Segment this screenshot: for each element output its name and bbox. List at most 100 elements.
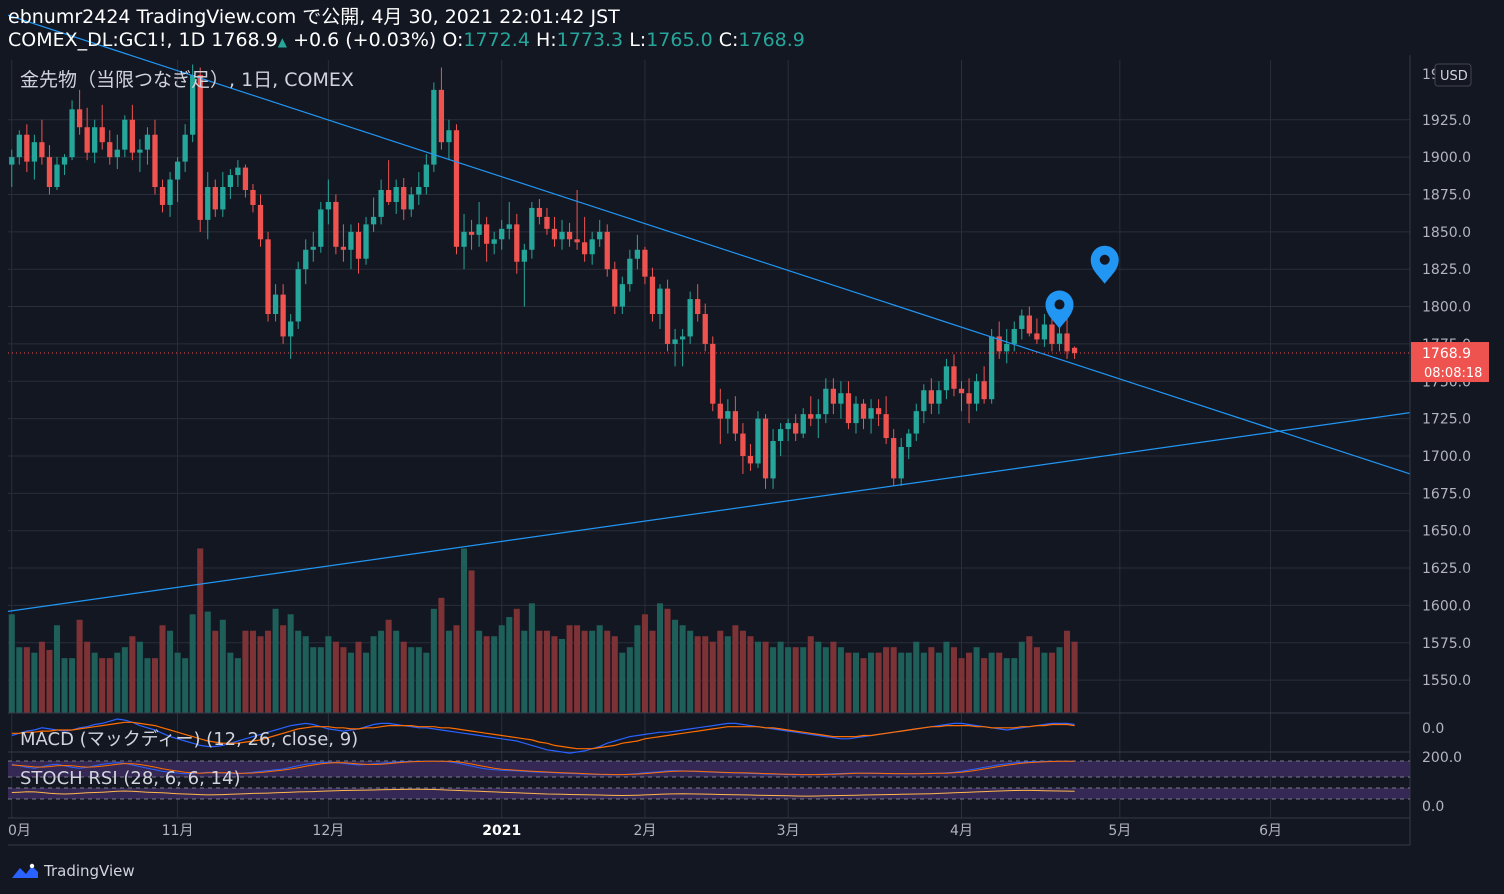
volume-bar <box>385 619 392 713</box>
volume-bar <box>950 647 957 713</box>
volume-bar <box>815 641 822 713</box>
candle-body <box>898 447 904 479</box>
volume-bar <box>702 636 709 713</box>
candle-body <box>702 314 708 344</box>
volume-bar <box>498 625 505 713</box>
price-tick-label: 1725.0 <box>1422 412 1471 428</box>
price-tick-label: 1800.0 <box>1422 300 1471 316</box>
candle-body <box>295 269 301 322</box>
volume-bar <box>355 641 362 713</box>
candle-body <box>272 294 279 315</box>
volume-bar <box>76 619 83 713</box>
time-tick-label: 2021 <box>482 823 521 839</box>
volume-bar <box>461 548 468 713</box>
volume-bar <box>1048 652 1055 713</box>
volume-bar <box>770 647 777 713</box>
volume-bar <box>604 630 611 713</box>
time-tick-label: 0月 <box>8 823 31 839</box>
candle-body <box>152 134 158 188</box>
markers[interactable] <box>1045 245 1119 329</box>
volume-bar <box>506 617 513 713</box>
trendlines[interactable] <box>7 14 1411 612</box>
candle-body <box>265 239 271 315</box>
candle-body <box>190 74 196 135</box>
last-price-badge <box>1411 342 1489 383</box>
volume-bar <box>167 630 174 713</box>
price-axis[interactable]: 1925.01900.01875.01850.01825.01800.01775… <box>1411 63 1489 815</box>
candle-body <box>1049 324 1055 344</box>
candle-body <box>770 441 776 479</box>
volume-bar <box>559 638 566 713</box>
volume-bar <box>513 608 520 713</box>
candle-body <box>672 339 678 344</box>
candle-body <box>129 119 136 153</box>
candle-body <box>860 403 867 419</box>
volume-bar <box>340 647 347 713</box>
volume-bar <box>1026 636 1033 713</box>
currency-badge <box>1434 63 1472 87</box>
macd-pane[interactable] <box>11 718 1075 754</box>
candle-body <box>725 411 731 419</box>
tradingview-logo[interactable]: TradingView <box>10 860 135 882</box>
candle-body <box>514 224 520 262</box>
volume-bar <box>370 636 377 713</box>
candle-body <box>762 418 769 479</box>
volume-bar <box>875 652 882 713</box>
candle-body <box>657 288 663 315</box>
candle-body <box>393 187 399 202</box>
volume-bar <box>837 647 844 713</box>
volume-bar <box>378 630 385 713</box>
candle-body <box>943 366 950 391</box>
candle-body <box>574 239 580 243</box>
volume-bar <box>347 652 354 713</box>
volume-bar <box>445 630 452 713</box>
time-axis[interactable]: 0月 11月 12月 2021 2月 3月 4月 5月 6月 <box>8 823 1282 839</box>
volume-bar <box>611 636 618 713</box>
candle-body <box>1026 315 1032 334</box>
price-tick-label: 1700.0 <box>1422 449 1471 465</box>
volume-bar <box>996 652 1003 713</box>
candle-body <box>431 89 437 165</box>
candle-body <box>777 429 784 442</box>
volume-bar <box>242 630 249 713</box>
open-label: O: <box>442 29 464 51</box>
price-tick-label: 1650.0 <box>1422 524 1471 540</box>
candle-body <box>868 408 874 419</box>
candle-body <box>597 231 603 240</box>
volume-bar <box>1071 641 1078 713</box>
volume-bar <box>106 658 113 713</box>
candle-body <box>408 194 414 210</box>
volume-bar <box>536 630 543 713</box>
candle-body <box>182 134 188 162</box>
candle-body <box>958 388 965 394</box>
candle-body <box>318 209 324 247</box>
volume-bar <box>807 636 814 713</box>
volume-bar <box>905 652 912 713</box>
volume-bar <box>626 647 633 713</box>
candlesticks <box>8 64 1410 489</box>
volume-bar <box>159 625 166 713</box>
volume-bar <box>204 611 211 713</box>
volume-bar <box>265 630 272 713</box>
candle-body <box>559 231 565 240</box>
candle-body <box>167 179 173 205</box>
price-tick-label: 1600.0 <box>1422 598 1471 614</box>
volume-bar <box>762 641 769 713</box>
volume-bar <box>476 630 483 713</box>
candle-body <box>785 423 791 430</box>
time-tick-label: 3月 <box>777 823 800 839</box>
candle-body <box>453 130 460 247</box>
volume-bar <box>664 608 671 713</box>
candle-body <box>529 207 535 250</box>
price-tick-label: 1900.0 <box>1422 150 1471 166</box>
tradingview-icon <box>12 863 38 878</box>
candle-body <box>642 249 648 277</box>
volume-bar <box>415 647 422 713</box>
stoch-rsi-pane[interactable] <box>8 760 1410 800</box>
candle-body <box>808 414 814 419</box>
candle-body <box>695 299 701 315</box>
candle-body <box>521 249 527 262</box>
volume-bar <box>566 625 573 713</box>
candle-body <box>401 187 407 210</box>
